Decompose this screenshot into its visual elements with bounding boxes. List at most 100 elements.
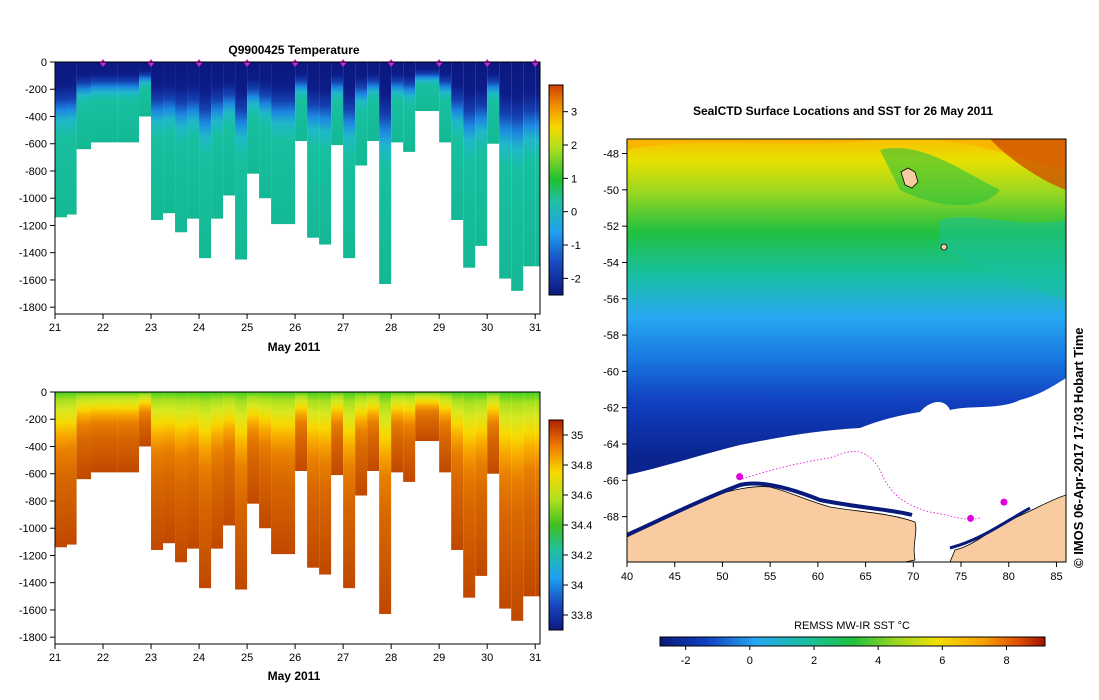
profile-column: [117, 62, 140, 143]
profile-column: [187, 392, 200, 549]
colorbar-tick-label: -1: [571, 240, 581, 252]
profile-column: [355, 392, 368, 496]
sst-colorbar-ticks: -2 0 2 4 6 8: [681, 646, 1010, 667]
surface-marker: [196, 59, 203, 67]
temperature-x-axis: 21 22 23 24 25 26 27 28 29 30 31: [49, 314, 541, 334]
profile-column: [223, 62, 236, 196]
x-tick-label: 25: [241, 322, 253, 334]
sst-axes-frame: [626, 138, 1067, 563]
colorbar-tick-label: -2: [681, 655, 691, 667]
profile-column: [307, 62, 320, 238]
salinity-colorbar: [548, 419, 564, 631]
y-tick-label: -1000: [19, 523, 47, 535]
x-tick-label: 21: [49, 322, 61, 334]
profile-column: [511, 62, 524, 291]
profile-column: [511, 392, 524, 621]
profile-column: [475, 62, 488, 246]
surface-marker: [436, 59, 443, 67]
profile-column: [439, 392, 452, 473]
imos-credit: © IMOS 06-Apr-2017 17:03 Hobart Time: [1071, 327, 1086, 568]
temperature-axes-frame: [54, 61, 541, 315]
y-tick-label: 0: [41, 57, 47, 69]
x-tick-label: 30: [481, 652, 493, 664]
profile-column: [487, 392, 500, 474]
profile-column: [367, 392, 380, 472]
y-tick-label: -1600: [19, 605, 47, 617]
profile-column: [91, 392, 118, 473]
colorbar-tick-label: 34.8: [571, 460, 592, 472]
profile-column: [271, 392, 296, 555]
profile-column: [367, 62, 380, 142]
profile-column: [163, 62, 176, 214]
x-tick-label: 23: [145, 322, 157, 334]
profile-column: [55, 392, 68, 548]
colorbar-tick-label: 34.2: [571, 550, 592, 562]
y-tick-label: -200: [25, 414, 47, 426]
y-tick-label: -1400: [19, 248, 47, 260]
x-tick-label: 65: [859, 571, 871, 583]
x-tick-label: 22: [97, 652, 109, 664]
profile-column: [319, 62, 332, 245]
profile-column: [199, 62, 212, 259]
profile-column: [307, 392, 320, 568]
profile-column: [163, 392, 176, 544]
profile-column: [535, 62, 540, 267]
x-tick-label: 26: [289, 322, 301, 334]
profile-column: [55, 62, 68, 218]
profile-column: [331, 392, 344, 476]
colorbar-tick-label: -2: [571, 273, 581, 285]
sealctd-position: [1000, 498, 1008, 506]
profile-column: [475, 392, 488, 576]
profile-column: [117, 392, 140, 473]
y-tick-label: -1800: [19, 302, 47, 314]
salinity-xlabel: May 2011: [268, 669, 321, 683]
x-tick-label: 50: [716, 571, 728, 583]
profile-column: [139, 392, 152, 447]
profile-column: [355, 62, 368, 166]
colorbar-tick-label: 8: [1003, 655, 1009, 667]
sealctd-positions: [736, 473, 1008, 522]
y-tick-label: -800: [25, 166, 47, 178]
sst-map-title: SealCTD Surface Locations and SST for 26…: [693, 104, 993, 118]
colorbar-tick-label: 6: [939, 655, 945, 667]
profile-column: [187, 62, 200, 219]
x-tick-label: 23: [145, 652, 157, 664]
profile-column: [451, 62, 464, 221]
y-tick-label: -600: [25, 139, 47, 151]
colorbar-tick-label: 0: [747, 655, 753, 667]
y-tick-label: -400: [25, 441, 47, 453]
y-tick-label: -1400: [19, 578, 47, 590]
profile-column: [535, 392, 540, 597]
x-tick-label: 30: [481, 322, 493, 334]
sealctd-position: [967, 514, 975, 522]
sst-colorbar: [659, 636, 1046, 647]
x-tick-label: 25: [241, 652, 253, 664]
profile-column: [391, 392, 404, 473]
profile-column: [247, 392, 260, 504]
sst-green-tongue: [880, 148, 1000, 206]
profile-column: [151, 392, 164, 551]
profile-column: [403, 392, 416, 482]
colorbar-tick-label: 35: [571, 430, 583, 442]
surface-marker: [388, 59, 395, 67]
colorbar-tick-label: 3: [571, 107, 577, 119]
temperature-xlabel: May 2011: [268, 340, 321, 354]
y-tick-label: -64: [603, 439, 619, 451]
surface-marker: [244, 59, 251, 67]
x-tick-label: 29: [433, 322, 445, 334]
x-tick-label: 80: [1003, 571, 1015, 583]
colorbar-tick-label: 2: [811, 655, 817, 667]
x-tick-label: 26: [289, 652, 301, 664]
profile-column: [247, 62, 260, 174]
surface-marker: [484, 59, 491, 67]
y-tick-label: -800: [25, 496, 47, 508]
x-tick-label: 28: [385, 322, 397, 334]
profile-column: [211, 62, 224, 219]
x-tick-label: 27: [337, 652, 349, 664]
profile-column: [175, 62, 188, 233]
colorbar-tick-label: 2: [571, 140, 577, 152]
temperature-colorbar: [548, 84, 564, 296]
x-tick-label: 40: [621, 571, 633, 583]
profile-column: [415, 62, 440, 112]
